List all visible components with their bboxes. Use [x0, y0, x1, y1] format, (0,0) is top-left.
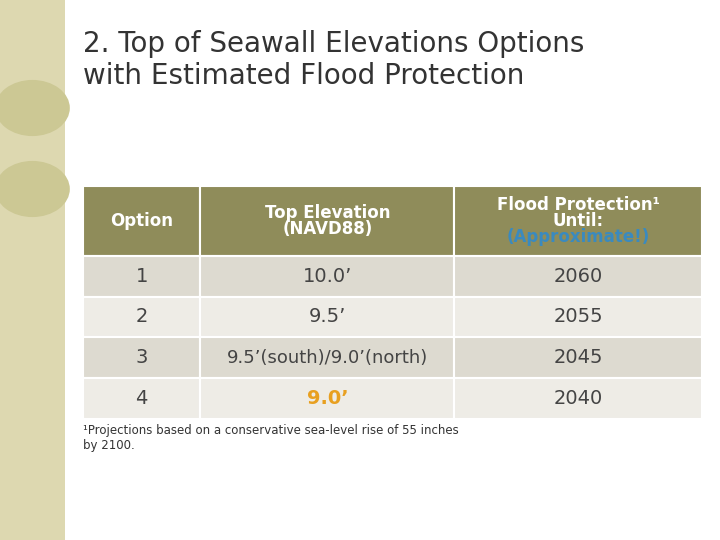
- Circle shape: [0, 80, 70, 136]
- Text: 2055: 2055: [554, 307, 603, 326]
- Text: Option: Option: [110, 212, 173, 230]
- Text: 2060: 2060: [554, 267, 603, 286]
- Text: Until:: Until:: [552, 212, 604, 230]
- Bar: [200, 378, 454, 419]
- Bar: [83, 256, 200, 296]
- Text: 1: 1: [135, 267, 148, 286]
- Text: 9.0’: 9.0’: [307, 389, 348, 408]
- Text: Flood Protection¹: Flood Protection¹: [497, 196, 660, 214]
- Bar: [200, 337, 454, 378]
- Circle shape: [0, 161, 70, 217]
- Text: (NAVD88): (NAVD88): [282, 220, 372, 238]
- Text: 3: 3: [135, 348, 148, 367]
- Text: 2. Top of Seawall Elevations Options: 2. Top of Seawall Elevations Options: [83, 30, 584, 58]
- Bar: [200, 186, 454, 256]
- Bar: [83, 296, 200, 337]
- Text: 10.0’: 10.0’: [302, 267, 352, 286]
- Bar: [83, 186, 200, 256]
- Text: 2: 2: [135, 307, 148, 326]
- Bar: [454, 186, 702, 256]
- Bar: [83, 337, 200, 378]
- Bar: [454, 296, 702, 337]
- Text: (Approximate!): (Approximate!): [507, 228, 649, 246]
- Text: 4: 4: [135, 389, 148, 408]
- Text: 9.5’: 9.5’: [309, 307, 346, 326]
- Text: Top Elevation: Top Elevation: [265, 204, 390, 222]
- Text: ¹Projections based on a conservative sea-level rise of 55 inches
by 2100.: ¹Projections based on a conservative sea…: [83, 424, 459, 452]
- Bar: [454, 378, 702, 419]
- Text: with Estimated Flood Protection: with Estimated Flood Protection: [83, 62, 524, 90]
- Bar: [454, 337, 702, 378]
- Bar: [454, 256, 702, 296]
- Text: 9.5’(south)/9.0’(north): 9.5’(south)/9.0’(north): [227, 348, 428, 367]
- Bar: [200, 256, 454, 296]
- Text: 2040: 2040: [554, 389, 603, 408]
- Bar: [200, 296, 454, 337]
- Text: 2045: 2045: [554, 348, 603, 367]
- Bar: [0, 0, 65, 540]
- Bar: [83, 378, 200, 419]
